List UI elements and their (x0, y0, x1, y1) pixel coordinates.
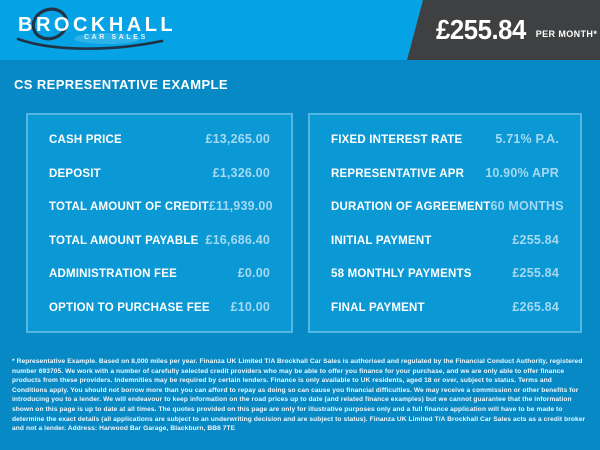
logo-swoosh-icon (16, 7, 164, 50)
row-label: CASH PRICE (49, 134, 122, 146)
monthly-price-panel: £255.84 PER MONTH* (407, 0, 600, 60)
row-label: TOTAL AMOUNT OF CREDIT (49, 201, 209, 214)
row-label: TOTAL AMOUNT PAYABLE (49, 234, 199, 247)
row-value: £11,939.00 (208, 199, 273, 214)
row-value: £1,326.00 (212, 165, 270, 180)
table-row: DURATION OF AGREEMENT 60 MONTHS (331, 199, 564, 214)
header-bar: BROCKHALL CAR SALES £255.84 PER MONTH* (0, 0, 600, 60)
row-value: 60 MONTHS (490, 199, 564, 214)
table-row: OPTION TO PURCHASE FEE £10.00 (49, 300, 270, 314)
row-value: £255.84 (512, 266, 559, 281)
page-title: CS REPRESENTATIVE EXAMPLE (14, 77, 228, 92)
table-row: CASH PRICE £13,265.00 (49, 132, 270, 146)
row-value: £13,265.00 (205, 132, 270, 146)
row-label: INITIAL PAYMENT (331, 234, 432, 247)
table-row: TOTAL AMOUNT OF CREDIT £11,939.00 (49, 199, 273, 214)
row-label: REPRESENTATIVE APR (331, 167, 465, 180)
row-label: OPTION TO PURCHASE FEE (49, 301, 210, 314)
row-value: £10.00 (230, 299, 270, 314)
row-label: FIXED INTEREST RATE (331, 134, 463, 146)
row-value: 5.71% P.A. (495, 132, 559, 146)
monthly-price: £255.84 (436, 14, 526, 45)
logo-tagline-ribbon (74, 33, 140, 44)
row-value: £255.84 (512, 232, 559, 247)
row-value: 10.90% APR (485, 165, 559, 180)
table-row: FIXED INTEREST RATE 5.71% P.A. (331, 132, 559, 146)
logo-tagline-text: CAR SALES (84, 34, 148, 41)
brand-logo: BROCKHALL CAR SALES (14, 4, 184, 56)
monthly-price-suffix: PER MONTH* (535, 29, 598, 39)
legal-disclaimer-text: * Representative Example. Based on 8,000… (12, 358, 586, 433)
row-label: 58 MONTHLY PAYMENTS (331, 268, 472, 281)
row-label: DURATION OF AGREEMENT (331, 201, 491, 214)
finance-card-amounts: CASH PRICE £13,265.00 DEPOSIT £1,326.00 … (26, 113, 293, 333)
table-row: FINAL PAYMENT £265.84 (331, 300, 559, 314)
table-row: DEPOSIT £1,326.00 (49, 166, 270, 180)
row-value: £16,686.40 (205, 232, 270, 247)
row-label: FINAL PAYMENT (331, 301, 425, 314)
row-value: £265.84 (512, 299, 559, 314)
row-value: £0.00 (237, 266, 270, 281)
logo-name-text: BROCKHALL (18, 14, 177, 36)
table-row: REPRESENTATIVE APR 10.90% APR (331, 166, 559, 180)
table-row: 58 MONTHLY PAYMENTS £255.84 (331, 266, 559, 280)
row-label: DEPOSIT (49, 167, 101, 180)
table-row: INITIAL PAYMENT £255.84 (331, 233, 559, 247)
finance-card-terms: FIXED INTEREST RATE 5.71% P.A. REPRESENT… (308, 113, 582, 333)
row-label: ADMINISTRATION FEE (49, 268, 177, 281)
table-row: ADMINISTRATION FEE £0.00 (49, 266, 270, 280)
table-row: TOTAL AMOUNT PAYABLE £16,686.40 (49, 233, 270, 247)
